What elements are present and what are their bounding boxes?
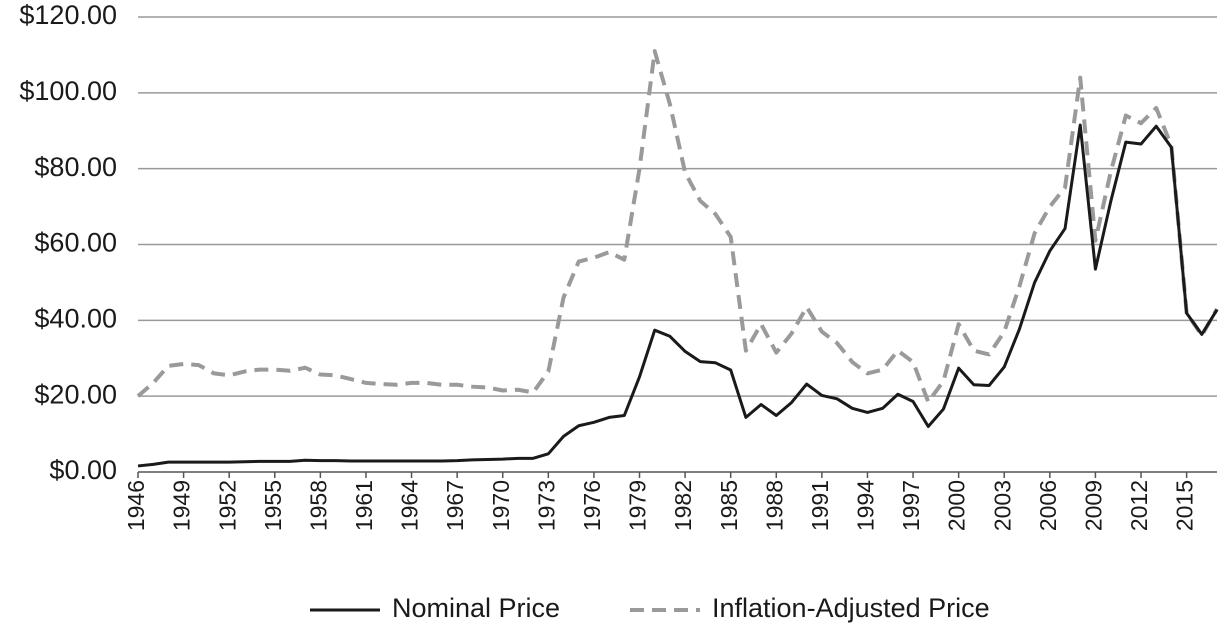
x-tick-label: 1973 — [533, 480, 559, 531]
x-tick-label: 1994 — [853, 480, 879, 531]
legend-label: Inflation-Adjusted Price — [712, 593, 990, 623]
x-tick-label: 2006 — [1035, 480, 1061, 531]
x-tick-label: 1970 — [488, 480, 514, 531]
y-tick-label: $60.00 — [34, 228, 117, 258]
x-tick-label: 1952 — [214, 480, 240, 531]
x-tick-label: 1988 — [761, 480, 787, 531]
x-tick-label: 2003 — [989, 480, 1015, 531]
x-tick-label: 1982 — [670, 480, 696, 531]
y-tick-label: $0.00 — [49, 455, 117, 485]
legend-label: Nominal Price — [392, 593, 560, 623]
x-tick-label: 2009 — [1081, 480, 1107, 531]
x-tick-label: 1976 — [579, 480, 605, 531]
y-tick-label: $100.00 — [19, 76, 117, 106]
x-tick-label: 1961 — [351, 480, 377, 531]
x-tick-label: 1991 — [807, 480, 833, 531]
y-tick-label: $80.00 — [34, 152, 117, 182]
data-line — [136, 49, 1219, 404]
x-tick-label: 1997 — [898, 480, 924, 531]
x-tick-label: 2015 — [1172, 480, 1198, 531]
x-tick-label: 1949 — [169, 480, 195, 531]
x-tick-label: 1946 — [123, 480, 149, 531]
y-tick-label: $40.00 — [34, 303, 117, 333]
data-line — [137, 123, 1219, 468]
x-tick-label: 1964 — [397, 480, 423, 531]
x-tick-label: 2000 — [944, 480, 970, 531]
x-tick-label: 1985 — [716, 480, 742, 531]
x-tick-label: 1979 — [625, 480, 651, 531]
y-tick-label: $120.00 — [19, 0, 117, 30]
x-tick-label: 1967 — [442, 480, 468, 531]
x-tick-label: 2012 — [1126, 480, 1152, 531]
x-tick-label: 1955 — [260, 480, 286, 531]
y-tick-label: $20.00 — [34, 379, 117, 409]
x-tick-label: 1958 — [305, 480, 331, 531]
